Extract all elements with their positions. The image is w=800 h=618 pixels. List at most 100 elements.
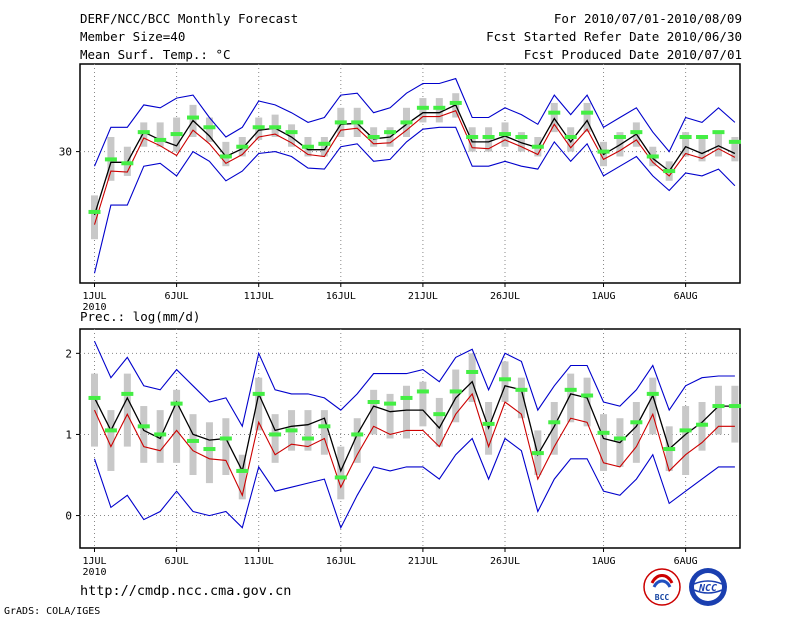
prec-member-marker	[531, 451, 544, 456]
prec-member-marker	[482, 421, 495, 426]
temp-member-marker	[696, 135, 709, 139]
temp-spread-box	[682, 132, 690, 157]
temp-member-marker	[301, 144, 314, 149]
prec-xtick-label: 6AUG	[674, 556, 698, 567]
prec-member-marker	[515, 387, 528, 392]
prec-spread-box	[123, 373, 131, 447]
temp-member-marker	[121, 161, 134, 166]
temp-series-median	[93, 110, 736, 225]
prec-xtick-label: 1AUG	[591, 556, 615, 567]
prec-ytick-label: 0	[65, 510, 72, 523]
refer-date: Fcst Started Refer Date 2010/06/30	[486, 29, 742, 44]
prec-member-marker	[581, 393, 594, 398]
footer-url[interactable]: http://cmdp.ncc.cma.gov.cn	[80, 583, 292, 599]
prec-spread-box	[370, 389, 378, 435]
forecast-period: For 2010/07/01-2010/08/09	[553, 11, 742, 26]
prec-series-mean	[93, 380, 735, 473]
prec-series-min	[93, 437, 735, 530]
prec-spread-box	[337, 446, 345, 500]
temp-spread-box	[91, 195, 98, 240]
prec-spread-box	[550, 402, 558, 455]
prec-member-marker	[499, 377, 511, 382]
temp-spread-box	[583, 102, 591, 133]
prec-member-marker	[663, 447, 676, 452]
temp-member-marker	[449, 100, 462, 105]
grads-credit: GrADS: COLA/IGES	[4, 606, 101, 617]
prec-member-marker	[104, 428, 117, 433]
prec-member-marker	[416, 389, 429, 394]
temp-member-marker	[236, 144, 249, 149]
prec-spread-box	[271, 414, 279, 463]
temperature-panel: 1JUL 6JUL 11JUL 16JUL 21JUL 26JUL 1AUG 6AUG 2010…	[59, 63, 741, 313]
temp-member-marker	[712, 130, 725, 135]
temp-member-marker	[318, 141, 331, 146]
prec-spread-box	[452, 369, 460, 423]
prec-spread-box	[140, 406, 148, 463]
prec-xtick-label: 11JUL	[244, 556, 274, 567]
prec-member-marker	[301, 436, 314, 441]
temp-member-marker	[285, 130, 298, 135]
temp-year-label: 2010	[82, 302, 106, 313]
ncc-logo: NCC	[689, 568, 727, 606]
prec-spread-box	[402, 385, 410, 439]
prec-spread-box	[419, 381, 427, 427]
member-size-label: Member Size=40	[80, 29, 186, 44]
temp-spread-box	[140, 122, 148, 147]
prec-member-marker	[400, 395, 413, 400]
temp-member-marker	[728, 139, 741, 144]
temp-member-marker	[252, 125, 265, 130]
prec-member-marker	[433, 412, 446, 417]
precipitation-panel: 1JUL 6JUL 11JUL 16JUL 21JUL 26JUL 1AUG 6AUG 2010…	[65, 328, 741, 578]
temp-member-marker	[663, 169, 676, 174]
temp-xtick-label: 6JUL	[165, 291, 189, 302]
temp-member-marker	[400, 120, 413, 125]
temp-member-marker	[384, 130, 397, 135]
temp-spread-box	[222, 141, 230, 167]
prec-spread-box	[255, 377, 263, 431]
prec-member-marker	[630, 420, 643, 425]
prec-ytick-label: 2	[65, 347, 72, 360]
temp-member-marker	[581, 110, 594, 115]
temp-spread-box	[320, 137, 328, 157]
prec-spread-box	[156, 410, 164, 463]
temp-xtick-label: 26JUL	[490, 291, 520, 302]
temp-member-marker	[367, 135, 380, 139]
temp-member-marker	[646, 154, 659, 159]
prec-xtick-label: 16JUL	[326, 556, 356, 567]
temp-spread-box	[156, 122, 164, 147]
temp-series-max	[93, 77, 736, 167]
temp-member-marker	[203, 125, 216, 130]
temp-spread-box	[567, 127, 575, 152]
temp-member-marker	[334, 120, 347, 125]
temp-spread-box	[419, 98, 427, 123]
prec-member-marker	[236, 468, 249, 473]
prec-member-marker	[154, 432, 167, 437]
variable-label: Mean Surf. Temp.: °C	[80, 47, 231, 62]
temp-member-marker	[597, 149, 610, 154]
temp-member-marker	[104, 157, 117, 162]
bcc-logo-text: BCC	[655, 593, 670, 602]
prec-member-marker	[449, 389, 462, 394]
temp-xtick-label: 16JUL	[326, 291, 356, 302]
prec-xtick-label: 6JUL	[165, 556, 189, 567]
temp-xtick-label: 1JUL	[82, 291, 106, 302]
prec-member-marker	[318, 424, 331, 429]
prec-member-marker	[137, 424, 150, 429]
temp-ytick-label: 30	[59, 146, 72, 159]
prec-xtick-label: 21JUL	[408, 556, 438, 567]
prec-spread-box	[714, 385, 722, 435]
temp-spread-box	[485, 127, 493, 152]
temp-xtick-label: 21JUL	[408, 291, 438, 302]
temp-member-marker	[88, 209, 101, 214]
prec-xtick-label: 1JUL	[82, 556, 106, 567]
prec-spread-box	[501, 361, 509, 402]
prec-member-marker	[367, 400, 380, 404]
temp-series-mean	[93, 104, 736, 216]
temp-member-marker	[416, 105, 429, 110]
prec-spread-box	[238, 454, 246, 500]
prec-member-marker	[696, 422, 709, 427]
temp-member-marker	[269, 125, 282, 130]
temp-xtick-label: 6AUG	[674, 291, 698, 302]
prec-spread-box	[189, 414, 197, 475]
